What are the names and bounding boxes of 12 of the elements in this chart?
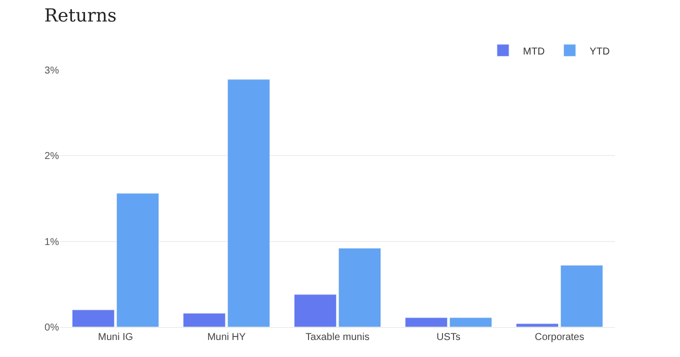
x-tick-label: Taxable munis [306, 332, 370, 343]
x-tick-label: Muni HY [207, 332, 246, 343]
y-tick-label: 1% [44, 236, 60, 248]
legend-label: YTD [590, 46, 610, 58]
y-tick-label: 0% [44, 322, 60, 334]
legend-label: MTD [523, 46, 545, 58]
y-tick-label: 2% [44, 151, 60, 162]
y-tick-label: 3% [44, 66, 60, 76]
chart-title: Returns [44, 6, 117, 27]
x-tick-label: USTs [436, 332, 460, 343]
x-tick-label: Corporates [534, 332, 584, 343]
x-tick-label: Muni IG [98, 332, 134, 343]
